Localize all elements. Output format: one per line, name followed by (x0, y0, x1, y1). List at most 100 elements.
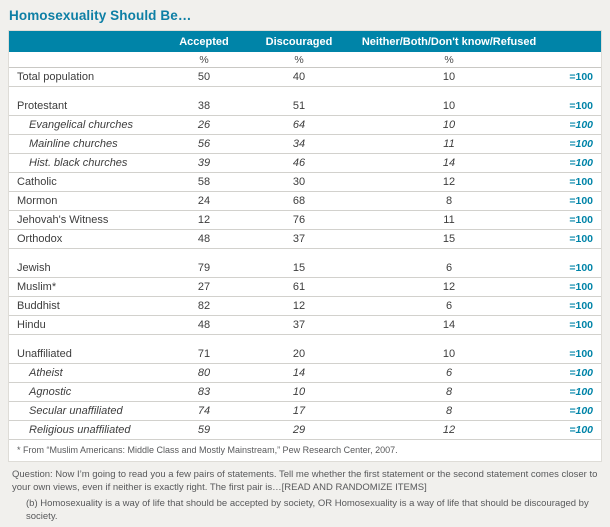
cell-accepted: 71 (197, 348, 211, 360)
cell-neither: 10 (442, 348, 456, 360)
row-label: Mormon (17, 195, 58, 207)
cell-neither: 6 (445, 300, 453, 312)
cell-discouraged: 40 (292, 71, 306, 83)
table-row: Orthodox 48 37 15 =100 (9, 230, 601, 249)
row-label: Religious unaffiliated (29, 424, 131, 436)
percent-sign-discouraged: % (294, 53, 304, 66)
table-row: Unaffiliated 71 20 10 =100 (9, 345, 601, 364)
row-label: Orthodox (17, 233, 63, 245)
cell-total: =100 (569, 319, 593, 331)
table-row: Secular unaffiliated 74 17 8 =100 (9, 402, 601, 421)
row-label: Hindu (17, 319, 46, 331)
cell-neither: 14 (442, 319, 456, 331)
cell-total: =100 (569, 119, 593, 131)
cell-neither: 8 (445, 405, 453, 417)
cell-discouraged: 64 (292, 119, 306, 131)
cell-total: =100 (569, 176, 593, 188)
cell-accepted: 24 (197, 195, 211, 207)
cell-total: =100 (569, 233, 593, 245)
table-row: Religious unaffiliated 59 29 12 =100 (9, 421, 601, 440)
cell-neither: 8 (445, 195, 453, 207)
table-row: Muslim* 27 61 12 =100 (9, 278, 601, 297)
cell-accepted: 82 (197, 300, 211, 312)
row-label: Unaffiliated (17, 348, 72, 360)
cell-discouraged: 76 (292, 214, 306, 226)
table-row: Hindu 48 37 14 =100 (9, 316, 601, 335)
cell-neither: 10 (442, 100, 456, 112)
table-row: Evangelical churches 26 64 10 =100 (9, 116, 601, 135)
cell-accepted: 79 (197, 262, 211, 274)
cell-neither: 12 (442, 176, 456, 188)
cell-discouraged: 51 (292, 100, 306, 112)
cell-accepted: 74 (197, 405, 211, 417)
table-header: Accepted Discouraged Neither/Both/Don't … (9, 31, 601, 52)
cell-neither: 11 (443, 138, 455, 150)
row-label: Total population (17, 71, 95, 83)
table-body: Total population 50 40 10 =100 Protestant 38 51… (9, 68, 601, 440)
cell-neither: 12 (442, 424, 456, 436)
percent-sign-accepted: % (199, 53, 209, 66)
cell-neither: 6 (445, 262, 453, 274)
cell-accepted: 39 (197, 157, 211, 169)
cell-neither: 12 (442, 281, 456, 293)
percent-row: % % % (9, 52, 601, 68)
cell-total: =100 (569, 424, 593, 436)
cell-discouraged: 15 (292, 262, 306, 274)
col-header-neither: Neither/Both/Don't know/Refused (361, 35, 537, 48)
cell-total: =100 (569, 157, 593, 169)
cell-neither: 11 (443, 214, 455, 226)
table-row: Mainline churches 56 34 11 =100 (9, 135, 601, 154)
spacer-row (9, 335, 601, 345)
question-text: Question: Now I’m going to read you a fe… (12, 469, 598, 494)
cell-neither: 10 (442, 119, 456, 131)
footnote-asterisk: * From “Muslim Americans: Middle Class a… (9, 440, 601, 461)
cell-accepted: 80 (197, 367, 211, 379)
col-header-discouraged: Discouraged (265, 35, 333, 48)
table-row: Protestant 38 51 10 =100 (9, 97, 601, 116)
cell-total: =100 (569, 214, 593, 226)
cell-discouraged: 30 (292, 176, 306, 188)
cell-total: =100 (569, 100, 593, 112)
row-label: Catholic (17, 176, 57, 188)
table-row: Mormon 24 68 8 =100 (9, 192, 601, 211)
cell-accepted: 56 (197, 138, 211, 150)
cell-discouraged: 34 (292, 138, 306, 150)
table-row: Jehovah's Witness 12 76 11 =100 (9, 211, 601, 230)
col-header-accepted: Accepted (179, 35, 229, 48)
cell-total: =100 (569, 348, 593, 360)
table-row: Catholic 58 30 12 =100 (9, 173, 601, 192)
percent-sign-neither: % (444, 53, 454, 66)
table-row: Atheist 80 14 6 =100 (9, 364, 601, 383)
cell-neither: 15 (442, 233, 456, 245)
row-label: Protestant (17, 100, 68, 112)
cell-total: =100 (569, 71, 593, 83)
row-label: Atheist (29, 367, 63, 379)
cell-discouraged: 37 (292, 319, 306, 331)
cell-total: =100 (569, 386, 593, 398)
cell-total: =100 (569, 195, 593, 207)
spacer-row (9, 87, 601, 97)
cell-total: =100 (569, 138, 593, 150)
page-title: Homosexuality Should Be… (9, 8, 192, 23)
cell-discouraged: 14 (292, 367, 306, 379)
spacer-row (9, 249, 601, 259)
question-block: Question: Now I’m going to read you a fe… (8, 462, 602, 523)
cell-accepted: 26 (197, 119, 211, 131)
cell-discouraged: 37 (292, 233, 306, 245)
row-label: Agnostic (29, 386, 72, 398)
table-row: Hist. black churches 39 46 14 =100 (9, 154, 601, 173)
table-row: Total population 50 40 10 =100 (9, 68, 601, 87)
cell-total: =100 (569, 281, 593, 293)
row-label: Hist. black churches (29, 157, 128, 169)
cell-total: =100 (569, 300, 593, 312)
cell-discouraged: 10 (292, 386, 306, 398)
cell-neither: 14 (442, 157, 456, 169)
cell-accepted: 38 (197, 100, 211, 112)
table-row: Jewish 79 15 6 =100 (9, 259, 601, 278)
cell-discouraged: 20 (292, 348, 306, 360)
row-label: Jehovah's Witness (17, 214, 109, 226)
row-label: Muslim* (17, 281, 57, 293)
cell-discouraged: 12 (292, 300, 306, 312)
cell-total: =100 (569, 367, 593, 379)
cell-accepted: 27 (197, 281, 211, 293)
